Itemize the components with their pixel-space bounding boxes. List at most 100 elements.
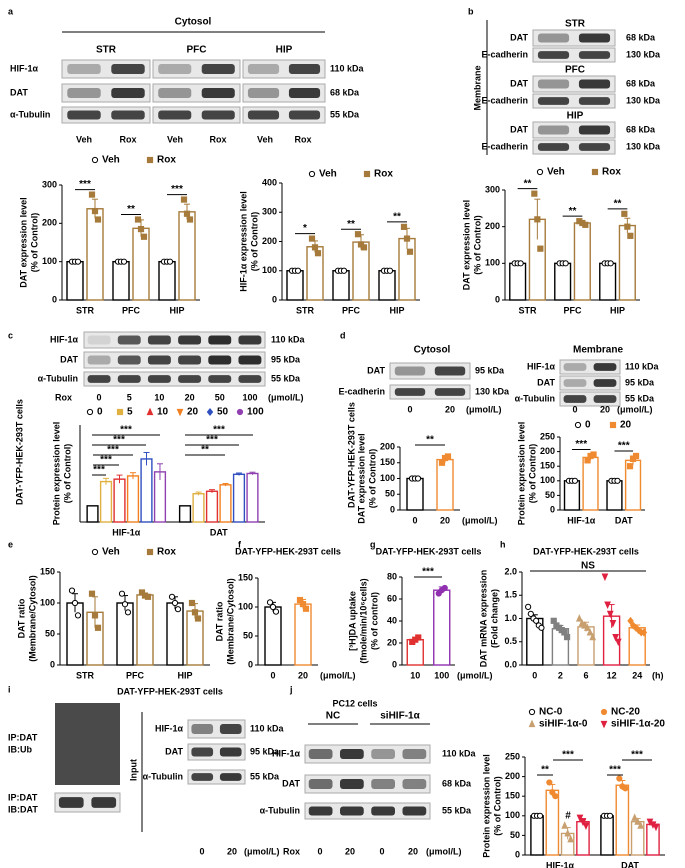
y-axis-label: [³H]DA uptake [347, 591, 357, 651]
blot-band [537, 79, 570, 89]
ip-label: IP:DAT [8, 792, 38, 802]
data-point [621, 210, 628, 217]
blot-band [394, 388, 426, 396]
blot-band [178, 335, 202, 345]
data-point [354, 231, 362, 238]
blot-band [371, 748, 395, 760]
data-point [124, 609, 132, 616]
chart-title: DAT-YFP-HEK-293T cells [376, 546, 482, 556]
bar [136, 594, 154, 666]
data-point [94, 216, 102, 223]
data-point [607, 260, 614, 267]
blot-band [147, 355, 171, 365]
lane-label: 5 [127, 392, 132, 402]
bar [126, 475, 140, 523]
blot-band [117, 375, 141, 383]
blot-band [178, 355, 202, 365]
data-point [536, 812, 544, 819]
blot-band [340, 806, 364, 816]
significance: *** [171, 184, 183, 195]
x-tick-label: 12 [607, 670, 617, 680]
data-point [537, 245, 544, 252]
data-point [538, 624, 545, 631]
x-unit: (μmol/L) [457, 670, 493, 680]
data-point [579, 818, 587, 827]
bar [158, 260, 176, 301]
data-point [533, 617, 540, 624]
significance: NS [581, 561, 595, 572]
legend-label: 20 [187, 407, 199, 418]
blot-row: DAT [510, 124, 528, 134]
y-tick-label: 0.0 [504, 659, 517, 669]
data-point [563, 634, 571, 641]
lane-label: 20 [185, 392, 195, 402]
y-axis-label: DAT ratio [214, 601, 224, 641]
significance: *** [107, 445, 119, 456]
blot-band [308, 748, 333, 760]
ip-label: IP:DAT [8, 732, 38, 742]
x-unit: (h) [652, 670, 664, 680]
blot-row: E-cadherin [338, 386, 385, 396]
data-point [140, 233, 148, 240]
data-point [622, 785, 629, 792]
x-tick-label: 10 [410, 670, 420, 680]
y-tick-label: 200 [505, 771, 520, 781]
blot-size: 68 kDa [626, 32, 656, 42]
y-tick-label: 100 [540, 475, 555, 485]
significance: *** [562, 750, 574, 761]
blot-size: 68 kDa [626, 78, 656, 88]
x-tick-label: HIP [610, 305, 625, 315]
blot-band [578, 33, 611, 43]
data-point [183, 210, 191, 217]
legend-label: Veh [319, 169, 337, 180]
data-point [174, 606, 182, 613]
blot-band [371, 778, 395, 790]
data-point [441, 584, 448, 592]
panel-label: d [340, 330, 346, 340]
blot-strip [83, 351, 266, 369]
y-tick-label: 400 [262, 177, 277, 187]
blot-band [563, 379, 587, 387]
blot-band [394, 366, 426, 376]
y-axis-label: (fmole/min/10⁶cells) [358, 578, 368, 663]
y-tick-label: 0 [52, 294, 57, 304]
data-point [571, 477, 579, 484]
blot-band [58, 797, 84, 808]
blot-row: HIF-1α [155, 723, 184, 733]
data-point [614, 638, 622, 647]
bar [599, 262, 617, 301]
bar [178, 211, 196, 301]
data-point [88, 590, 96, 597]
significance: ** [127, 204, 135, 215]
x-tick-label: HIP [169, 305, 184, 315]
bar [113, 478, 126, 523]
blot-title: Cytosol [175, 17, 212, 28]
data-point [180, 196, 188, 203]
y-tick-label: 100 [485, 258, 500, 268]
blot-band [247, 87, 280, 99]
y-tick-label: 300 [262, 207, 277, 217]
legend-marker [206, 408, 214, 416]
blot-band [340, 748, 364, 760]
blot-band [67, 87, 101, 99]
x-unit: (μmol/L) [320, 670, 356, 680]
y-axis-label: DAT ratio [16, 598, 26, 638]
legend-marker [91, 548, 99, 556]
data-point [606, 812, 614, 819]
y-axis-label: DAT mRNA expression [478, 570, 488, 668]
blot-size: 130 kDa [626, 95, 661, 105]
bar [264, 606, 282, 666]
blot-band [247, 110, 280, 120]
data-point [624, 223, 631, 230]
legend-label: Veh [547, 167, 565, 178]
bar [545, 789, 560, 856]
blot-side: Membrane [472, 65, 482, 110]
y-axis-label: (% of Control) [367, 449, 377, 508]
blot-band [371, 806, 395, 816]
blot-band [208, 355, 232, 365]
data-point [186, 216, 194, 223]
blot-row: DAT [537, 377, 555, 387]
lane-unit: (μmol/L) [466, 404, 502, 414]
significance: ** [393, 212, 401, 223]
bar [286, 270, 304, 301]
